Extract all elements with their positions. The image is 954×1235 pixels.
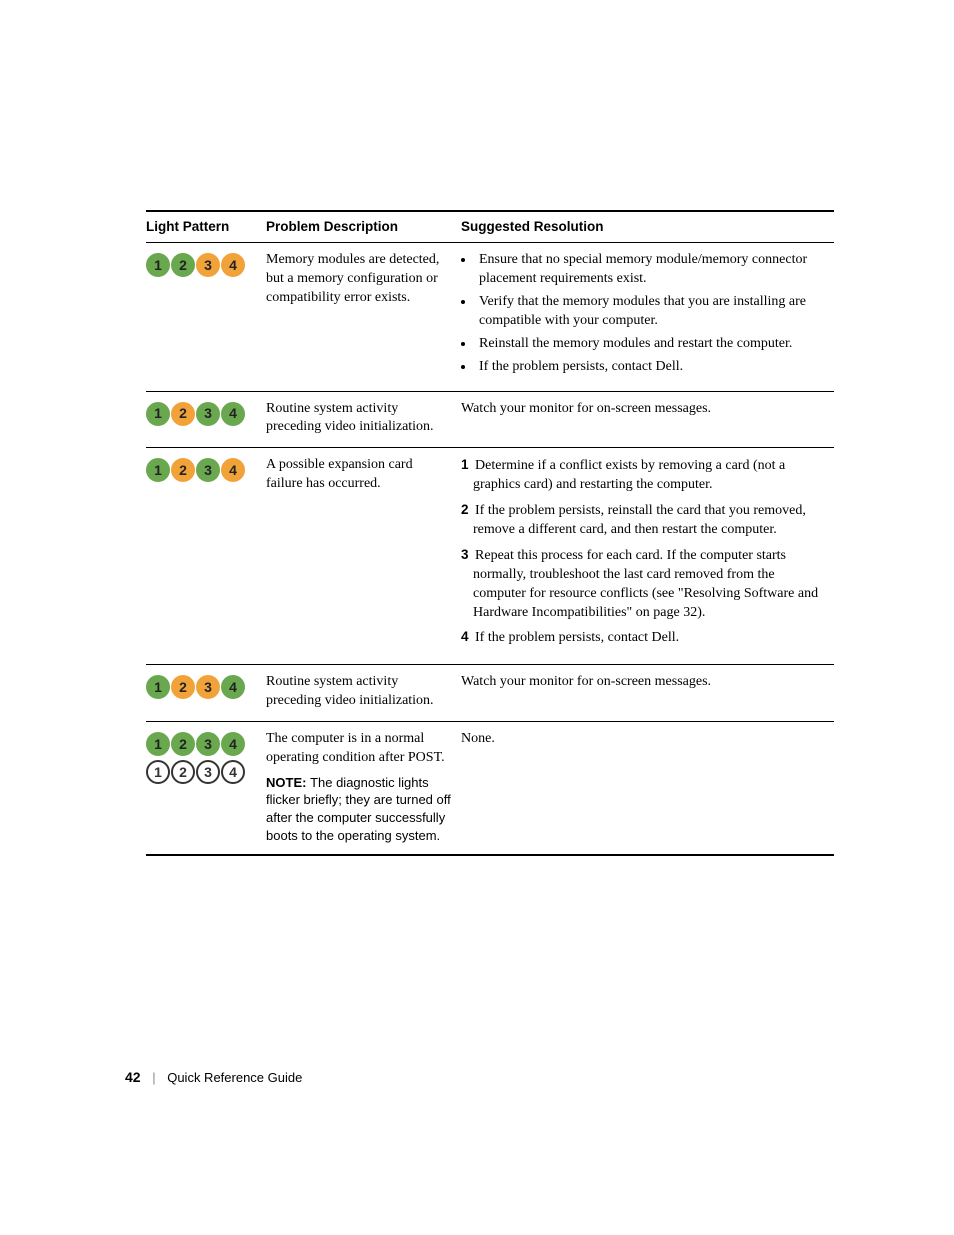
- resolution-item: Reinstall the memory modules and restart…: [475, 335, 824, 354]
- diagnostic-table: Light Pattern Problem Description Sugges…: [146, 210, 834, 856]
- resolution-step: 3 Repeat this process for each card. If …: [461, 546, 824, 623]
- step-text: If the problem persists, contact Dell.: [472, 630, 680, 645]
- diagnostic-led-2: 2: [171, 760, 195, 784]
- resolution-step: 1 Determine if a conflict exists by remo…: [461, 456, 824, 495]
- cell-light-pattern: 1234: [146, 391, 266, 448]
- light-pattern: 1234: [146, 253, 256, 277]
- page-footer: 42 | Quick Reference Guide: [125, 1069, 302, 1085]
- table-row: 1234 Memory modules are detected, but a m…: [146, 243, 834, 391]
- diagnostic-led-4: 4: [221, 402, 245, 426]
- step-number: 3: [461, 547, 469, 562]
- diagnostic-led-3: 3: [196, 760, 220, 784]
- cell-resolution: Ensure that no special memory module/mem…: [461, 243, 834, 391]
- light-pattern: 1234: [146, 402, 256, 426]
- resolution-text: Watch your monitor for on-screen message…: [461, 400, 824, 419]
- cell-problem: A possible expansion card failure has oc…: [266, 448, 461, 665]
- diagnostic-led-2: 2: [171, 458, 195, 482]
- cell-problem: The computer is in a normal operating co…: [266, 722, 461, 855]
- table-row: 12341234The computer is in a normal oper…: [146, 722, 834, 855]
- step-text: Repeat this process for each card. If th…: [472, 548, 819, 620]
- diagnostic-led-2: 2: [171, 253, 195, 277]
- problem-text: Routine system activity preceding video …: [266, 400, 451, 438]
- light-pattern: 1234: [146, 458, 256, 482]
- light-pattern: 1234: [146, 675, 256, 699]
- step-number: 1: [461, 457, 469, 472]
- resolution-step: 4 If the problem persists, contact Dell.: [461, 628, 824, 648]
- doc-title: Quick Reference Guide: [167, 1070, 302, 1085]
- resolution-item: Ensure that no special memory module/mem…: [475, 251, 824, 289]
- step-number: 2: [461, 502, 469, 517]
- diagnostic-led-4: 4: [221, 675, 245, 699]
- diagnostic-led-1: 1: [146, 760, 170, 784]
- cell-resolution: Watch your monitor for on-screen message…: [461, 665, 834, 722]
- cell-resolution: Watch your monitor for on-screen message…: [461, 391, 834, 448]
- page-number: 42: [125, 1069, 141, 1085]
- problem-text: Memory modules are detected, but a memor…: [266, 251, 451, 308]
- resolution-item: Verify that the memory modules that you …: [475, 293, 824, 331]
- diagnostic-led-3: 3: [196, 458, 220, 482]
- diagnostic-led-2: 2: [171, 675, 195, 699]
- diagnostic-led-4: 4: [221, 458, 245, 482]
- diagnostic-led-1: 1: [146, 253, 170, 277]
- header-problem: Problem Description: [266, 211, 461, 243]
- diagnostic-led-1: 1: [146, 675, 170, 699]
- diagnostic-led-1: 1: [146, 732, 170, 756]
- diagnostic-led-4: 4: [221, 253, 245, 277]
- cell-resolution: None.: [461, 722, 834, 855]
- problem-text: Routine system activity preceding video …: [266, 673, 451, 711]
- resolution-item: If the problem persists, contact Dell.: [475, 358, 824, 377]
- cell-light-pattern: 12341234: [146, 722, 266, 855]
- diagnostic-led-4: 4: [221, 760, 245, 784]
- resolution-text: None.: [461, 730, 824, 749]
- diagnostic-led-3: 3: [196, 732, 220, 756]
- cell-problem: Routine system activity preceding video …: [266, 665, 461, 722]
- cell-resolution: 1 Determine if a conflict exists by remo…: [461, 448, 834, 665]
- light-pattern: 1234: [146, 760, 256, 784]
- step-text: Determine if a conflict exists by removi…: [472, 458, 786, 492]
- cell-problem: Memory modules are detected, but a memor…: [266, 243, 461, 391]
- diagnostic-led-3: 3: [196, 675, 220, 699]
- problem-text: A possible expansion card failure has oc…: [266, 456, 451, 494]
- light-pattern: 1234: [146, 732, 256, 756]
- cell-problem: Routine system activity preceding video …: [266, 391, 461, 448]
- header-resolution: Suggested Resolution: [461, 211, 834, 243]
- table-row: 1234 Routine system activity preceding vi…: [146, 391, 834, 448]
- diagnostic-led-2: 2: [171, 732, 195, 756]
- header-light-pattern: Light Pattern: [146, 211, 266, 243]
- diagnostic-led-1: 1: [146, 402, 170, 426]
- problem-note: NOTE: The diagnostic lights flicker brie…: [266, 774, 451, 844]
- step-text: If the problem persists, reinstall the c…: [472, 503, 806, 537]
- note-label: NOTE:: [266, 775, 310, 790]
- resolution-text: Watch your monitor for on-screen message…: [461, 673, 824, 692]
- problem-text: The computer is in a normal operating co…: [266, 730, 451, 768]
- diagnostic-led-4: 4: [221, 732, 245, 756]
- table-row: 1234 Routine system activity preceding vi…: [146, 665, 834, 722]
- footer-separator: |: [152, 1070, 155, 1085]
- table-row: 1234A possible expansion card failure ha…: [146, 448, 834, 665]
- diagnostic-led-3: 3: [196, 253, 220, 277]
- cell-light-pattern: 1234: [146, 243, 266, 391]
- resolution-steps: 1 Determine if a conflict exists by remo…: [461, 456, 824, 648]
- resolution-step: 2 If the problem persists, reinstall the…: [461, 501, 824, 540]
- step-number: 4: [461, 629, 469, 644]
- diagnostic-led-3: 3: [196, 402, 220, 426]
- diagnostic-led-1: 1: [146, 458, 170, 482]
- diagnostic-led-2: 2: [171, 402, 195, 426]
- cell-light-pattern: 1234: [146, 448, 266, 665]
- resolution-bullets: Ensure that no special memory module/mem…: [461, 251, 824, 376]
- cell-light-pattern: 1234: [146, 665, 266, 722]
